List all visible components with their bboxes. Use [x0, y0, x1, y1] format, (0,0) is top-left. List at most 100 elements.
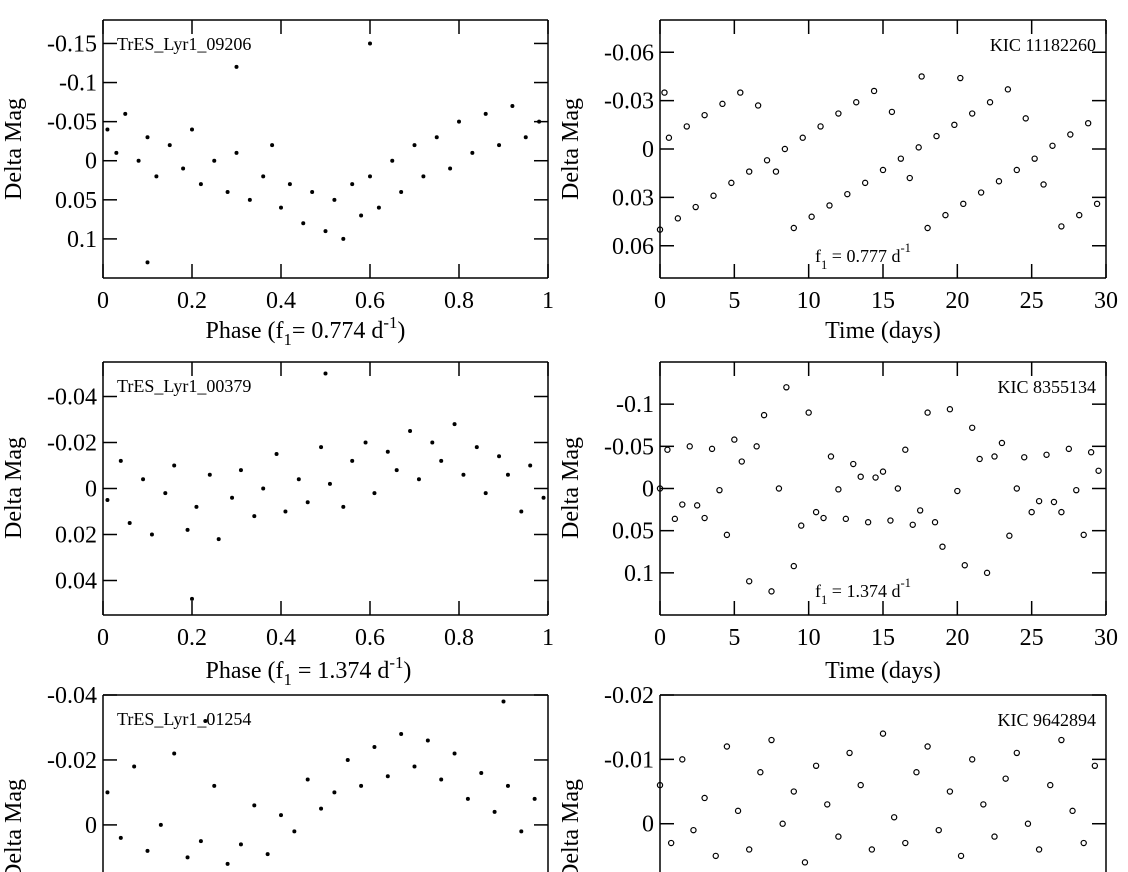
data-point	[198, 182, 203, 187]
data-point	[916, 507, 924, 514]
x-tick-label: 0.4	[266, 288, 296, 314]
y-tick-label: 0	[642, 477, 654, 503]
data-point	[252, 803, 257, 808]
data-point	[461, 472, 466, 477]
data-point	[283, 509, 288, 514]
data-point	[1043, 451, 1050, 458]
data-point	[212, 783, 217, 788]
data-point	[203, 718, 208, 723]
y-tick-label: -0.05	[47, 110, 97, 136]
data-point	[817, 123, 824, 130]
data-point	[118, 835, 123, 840]
data-point	[692, 203, 699, 211]
data-point	[671, 515, 679, 523]
panel-annotation: KIC 9642894	[998, 710, 1097, 730]
x-tick-label: 15	[871, 288, 895, 314]
data-point	[368, 174, 372, 179]
data-point	[363, 440, 368, 445]
label-part: -1	[389, 653, 403, 672]
data-point	[368, 41, 372, 46]
y-tick-label: 0	[85, 149, 97, 175]
data-point	[798, 522, 805, 529]
data-point	[850, 460, 857, 468]
data-point	[359, 783, 364, 788]
label-part: f	[815, 581, 821, 601]
data-point	[1047, 781, 1054, 789]
data-point	[924, 224, 931, 232]
data-point	[270, 143, 275, 148]
data-point	[1091, 762, 1099, 770]
data-point	[265, 852, 270, 857]
data-point	[757, 769, 764, 776]
data-point	[894, 485, 902, 492]
data-point	[781, 145, 789, 153]
data-point	[479, 770, 484, 775]
data-point	[857, 781, 864, 789]
data-point	[808, 213, 815, 220]
data-point	[319, 445, 324, 450]
panel-annotation: TrES_Lyr1_09206	[117, 34, 251, 54]
data-point	[408, 429, 413, 433]
x-tick-label: 0	[97, 625, 109, 651]
y-tick-label: 0	[642, 812, 654, 838]
data-point	[844, 190, 851, 198]
data-point	[951, 121, 958, 129]
data-point	[105, 498, 110, 502]
y-tick-label: 0.04	[55, 569, 97, 595]
data-point	[416, 477, 421, 482]
data-point	[879, 730, 887, 737]
data-point	[310, 190, 315, 194]
data-point	[664, 446, 671, 453]
label-part: -1	[383, 313, 397, 332]
data-point	[879, 468, 887, 475]
data-point	[969, 756, 976, 763]
data-point	[977, 189, 985, 196]
data-point	[753, 443, 760, 450]
data-point	[216, 537, 221, 542]
data-point	[185, 527, 190, 532]
data-point	[701, 111, 708, 119]
data-point	[212, 158, 217, 163]
data-point	[1021, 454, 1028, 461]
rich-label: Phase (f1= 0.774 d-1)	[206, 313, 406, 349]
data-point	[812, 508, 820, 516]
data-point	[868, 846, 876, 853]
x-tick-label: 10	[797, 625, 821, 651]
x-tick-label: 30	[1094, 625, 1118, 651]
data-point	[960, 200, 967, 208]
label-part: -1	[900, 241, 911, 255]
data-point	[861, 179, 869, 187]
label-part: Phase (f	[206, 318, 284, 344]
data-point	[301, 221, 306, 226]
data-point	[519, 829, 524, 834]
y-axis-label: Delta Mag	[558, 437, 584, 539]
data-point	[287, 182, 292, 187]
data-point	[980, 801, 987, 808]
panel: -0.02 -0.01 0 Delta Mag KIC 9642894	[558, 683, 1107, 872]
y-tick-label: -0.15	[47, 31, 97, 57]
data-point	[145, 135, 150, 140]
data-point	[448, 166, 453, 171]
data-point	[247, 197, 252, 202]
panel: -0.04 -0.02 0 Delta Mag TrES_Lyr1_01254	[1, 683, 549, 872]
y-axis-label: Delta Mag	[558, 98, 584, 200]
data-point	[1028, 508, 1035, 516]
data-point	[924, 743, 931, 750]
label-part: -1	[900, 576, 911, 590]
data-point	[946, 406, 954, 413]
data-point	[728, 179, 735, 187]
x-tick-label: 5	[728, 288, 740, 314]
x-tick-label: 0	[654, 625, 666, 651]
data-point	[1002, 775, 1009, 782]
data-point	[1031, 155, 1038, 162]
data-point	[1095, 467, 1102, 474]
x-tick-label: 0.8	[444, 625, 474, 651]
label-part: )	[397, 318, 405, 344]
data-point	[234, 150, 239, 155]
x-tick-label: 0.6	[355, 288, 385, 314]
data-point	[712, 852, 719, 860]
rich-label: f1 = 1.374 d-1	[815, 576, 911, 607]
data-point	[470, 150, 475, 155]
data-point	[1076, 211, 1083, 219]
label-part: = 1.374 d	[827, 581, 900, 601]
